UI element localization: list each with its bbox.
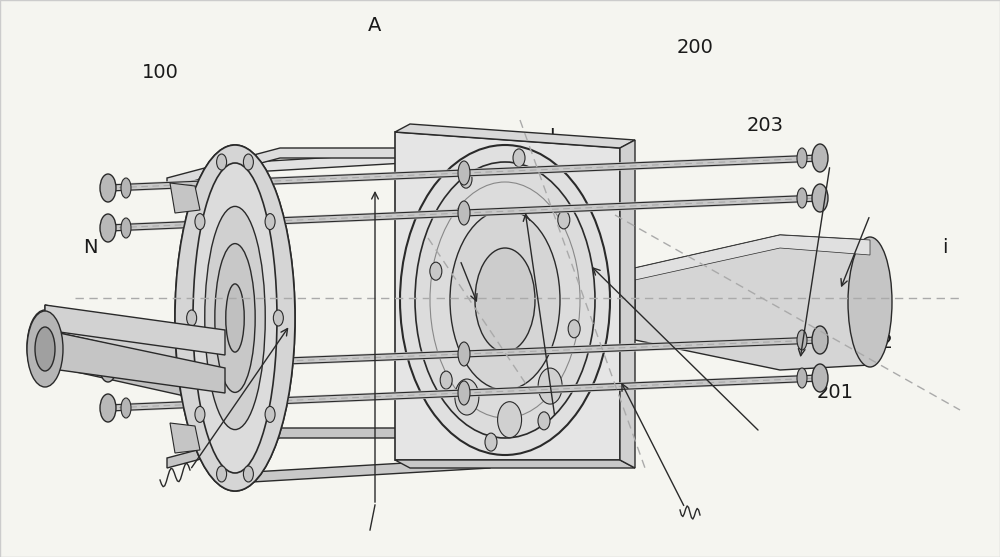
- Text: 202: 202: [856, 333, 894, 352]
- Ellipse shape: [797, 368, 807, 388]
- Ellipse shape: [121, 398, 131, 418]
- Polygon shape: [235, 458, 490, 483]
- Ellipse shape: [440, 371, 452, 389]
- Polygon shape: [395, 460, 635, 468]
- Ellipse shape: [265, 407, 275, 422]
- Polygon shape: [170, 423, 200, 453]
- Text: N: N: [83, 238, 97, 257]
- Ellipse shape: [568, 320, 580, 338]
- Text: i: i: [942, 238, 948, 257]
- Ellipse shape: [458, 381, 470, 405]
- Ellipse shape: [100, 214, 116, 242]
- Polygon shape: [170, 183, 200, 213]
- Ellipse shape: [100, 354, 116, 382]
- Ellipse shape: [513, 149, 525, 167]
- Text: 200: 200: [677, 38, 713, 57]
- Ellipse shape: [538, 368, 562, 404]
- Polygon shape: [635, 235, 870, 370]
- Ellipse shape: [100, 174, 116, 202]
- Ellipse shape: [121, 178, 131, 198]
- Ellipse shape: [797, 330, 807, 350]
- Ellipse shape: [35, 327, 55, 371]
- Ellipse shape: [498, 402, 522, 438]
- Ellipse shape: [193, 163, 277, 473]
- Ellipse shape: [415, 162, 595, 438]
- Text: A: A: [368, 16, 382, 35]
- Ellipse shape: [458, 161, 470, 185]
- Ellipse shape: [243, 154, 253, 170]
- Ellipse shape: [175, 145, 295, 491]
- Ellipse shape: [485, 433, 497, 451]
- Ellipse shape: [812, 364, 828, 392]
- Ellipse shape: [27, 310, 63, 384]
- Ellipse shape: [195, 407, 205, 422]
- Ellipse shape: [450, 210, 560, 390]
- Text: 203: 203: [746, 116, 784, 135]
- Polygon shape: [635, 235, 870, 280]
- Ellipse shape: [226, 284, 244, 352]
- Ellipse shape: [193, 163, 277, 473]
- Ellipse shape: [265, 407, 275, 422]
- Ellipse shape: [797, 148, 807, 168]
- Ellipse shape: [243, 466, 253, 482]
- Ellipse shape: [215, 243, 255, 392]
- Ellipse shape: [812, 144, 828, 172]
- Ellipse shape: [205, 207, 265, 429]
- Ellipse shape: [273, 310, 283, 326]
- Ellipse shape: [265, 213, 275, 229]
- Ellipse shape: [455, 379, 479, 415]
- Ellipse shape: [848, 237, 892, 367]
- Text: 100: 100: [142, 63, 178, 82]
- Ellipse shape: [812, 326, 828, 354]
- Ellipse shape: [35, 325, 55, 369]
- Ellipse shape: [265, 213, 275, 229]
- Polygon shape: [45, 305, 225, 370]
- Ellipse shape: [273, 310, 283, 326]
- Ellipse shape: [175, 145, 295, 491]
- Polygon shape: [235, 148, 490, 173]
- Polygon shape: [45, 330, 225, 393]
- Ellipse shape: [558, 211, 570, 229]
- Polygon shape: [167, 148, 490, 188]
- Ellipse shape: [217, 154, 227, 170]
- Ellipse shape: [460, 170, 472, 188]
- Ellipse shape: [458, 342, 470, 366]
- Ellipse shape: [400, 145, 610, 455]
- Text: s: s: [450, 294, 460, 313]
- Polygon shape: [167, 428, 490, 468]
- Ellipse shape: [430, 262, 442, 280]
- Ellipse shape: [195, 407, 205, 422]
- Polygon shape: [620, 140, 635, 468]
- Ellipse shape: [217, 466, 227, 482]
- Ellipse shape: [243, 466, 253, 482]
- Ellipse shape: [797, 188, 807, 208]
- Ellipse shape: [215, 243, 255, 392]
- Ellipse shape: [27, 311, 63, 387]
- Ellipse shape: [243, 154, 253, 170]
- Polygon shape: [45, 305, 225, 355]
- Ellipse shape: [538, 412, 550, 430]
- Text: L: L: [550, 127, 560, 146]
- Polygon shape: [45, 330, 225, 405]
- Polygon shape: [395, 132, 620, 460]
- Ellipse shape: [812, 184, 828, 212]
- Ellipse shape: [226, 284, 244, 352]
- Ellipse shape: [195, 213, 205, 229]
- Ellipse shape: [458, 201, 470, 225]
- Ellipse shape: [195, 213, 205, 229]
- Ellipse shape: [100, 394, 116, 422]
- Ellipse shape: [187, 310, 197, 326]
- Text: 201: 201: [816, 383, 854, 402]
- Ellipse shape: [217, 466, 227, 482]
- Ellipse shape: [187, 310, 197, 326]
- Ellipse shape: [121, 358, 131, 378]
- Ellipse shape: [205, 207, 265, 429]
- Ellipse shape: [121, 218, 131, 238]
- Ellipse shape: [217, 154, 227, 170]
- Polygon shape: [395, 124, 635, 148]
- Ellipse shape: [475, 248, 535, 352]
